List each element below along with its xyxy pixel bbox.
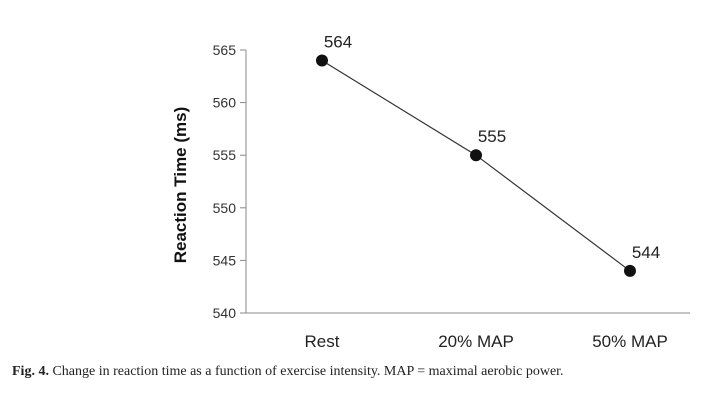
figure-number: Fig. 4. (12, 364, 49, 379)
data-label: 544 (632, 243, 660, 262)
y-tick-label: 560 (213, 95, 237, 111)
caption-text: Change in reaction time as a function of… (52, 364, 564, 379)
x-tick-label: 20% MAP (438, 332, 514, 351)
y-axis-title: Reaction Time (ms) (171, 107, 190, 264)
line-chart: 540 545 550 555 560 565 Rest 20% MAP 50% MAP 56… (171, 33, 690, 351)
y-ticks: 540 545 550 555 560 565 (213, 42, 246, 321)
data-points: 564 555 544 (316, 33, 660, 277)
y-tick-label: 555 (213, 147, 237, 163)
y-tick-label: 550 (213, 200, 237, 216)
data-label: 564 (324, 33, 352, 52)
x-tick-label: 50% MAP (592, 332, 668, 351)
x-tick-labels: Rest 20% MAP 50% MAP (305, 332, 668, 351)
y-tick-label: 545 (213, 252, 237, 268)
x-tick-label: Rest (305, 332, 340, 351)
series-line (321, 60, 631, 272)
data-point (624, 264, 636, 277)
data-point (316, 54, 328, 67)
figure-caption: Fig. 4. Change in reaction time as a fun… (12, 364, 702, 380)
data-point (470, 149, 482, 162)
data-label: 555 (478, 127, 506, 146)
y-tick-label: 540 (213, 305, 237, 321)
y-tick-label: 565 (213, 42, 237, 58)
